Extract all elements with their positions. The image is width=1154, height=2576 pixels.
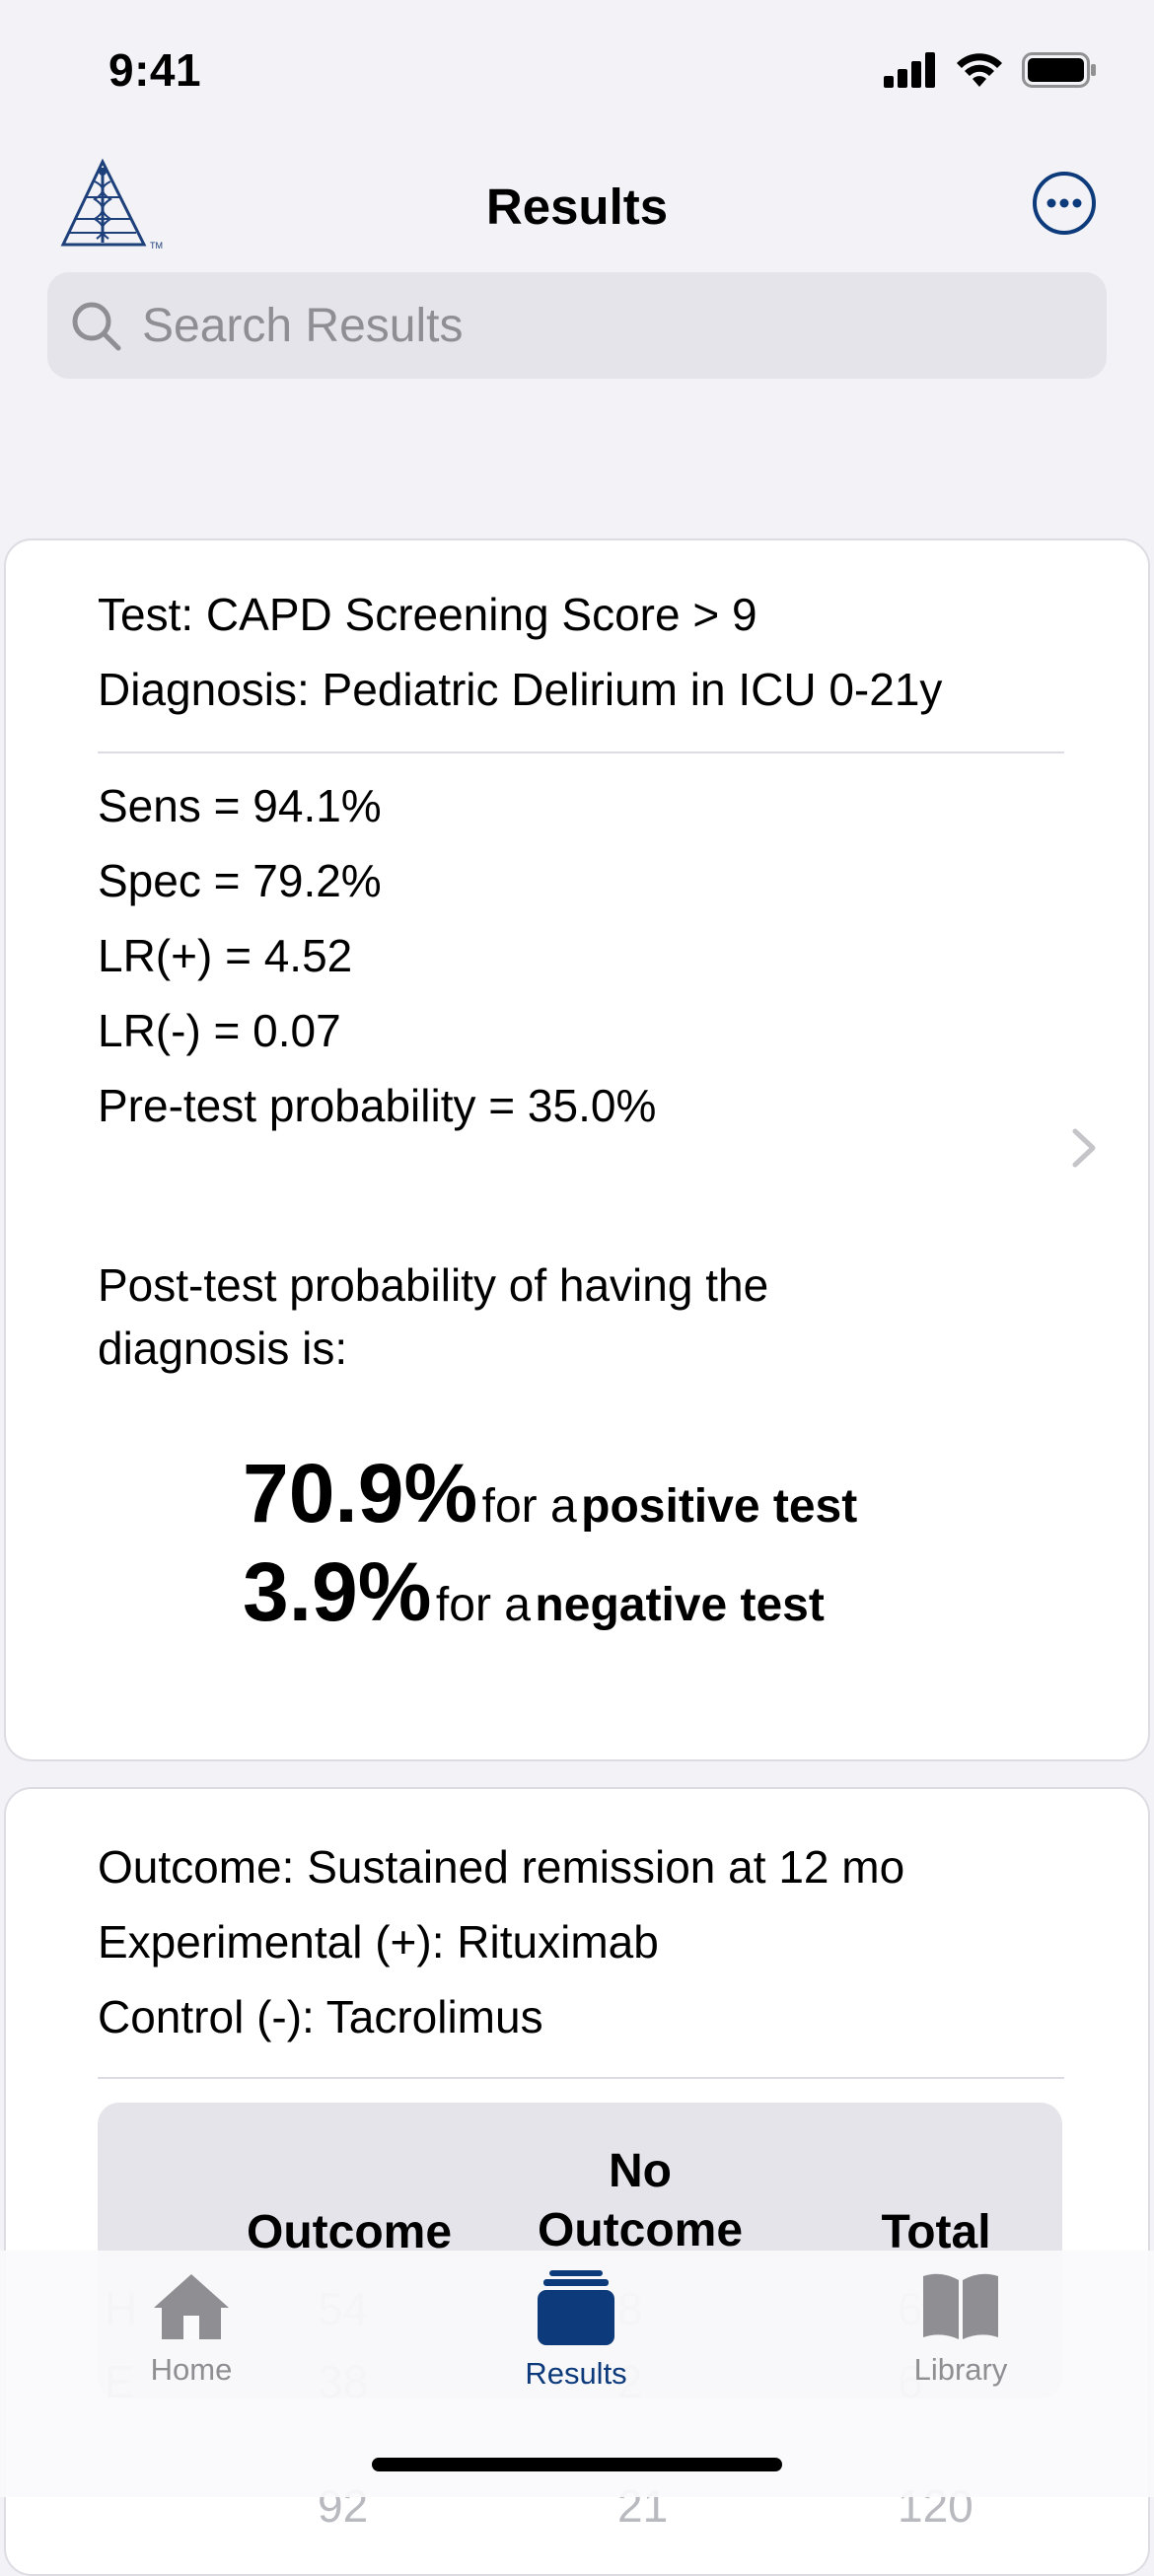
- chevron-right-icon: [1072, 1128, 1096, 1168]
- experimental-arm: Experimental (+): Rituximab: [98, 1916, 659, 1968]
- lr-negative-value: LR(-) = 0.07: [98, 1005, 341, 1056]
- negative-test-label: negative test: [535, 1579, 825, 1631]
- positive-result-line: 70.9% for a positive test: [243, 1446, 857, 1541]
- search-input[interactable]: [142, 272, 1069, 379]
- divider: [98, 751, 1064, 753]
- svg-text:TM: TM: [150, 241, 163, 250]
- divider: [98, 2077, 1064, 2079]
- column-header-total: Total: [881, 2206, 991, 2258]
- wifi-icon: [957, 53, 1002, 87]
- search-icon: [72, 302, 121, 351]
- more-options-button[interactable]: [1032, 171, 1097, 236]
- positive-posttest-value: 70.9%: [243, 1447, 478, 1539]
- negative-posttest-value: 3.9%: [243, 1545, 432, 1638]
- tab-home-label: Home: [150, 2352, 233, 2387]
- outcome-name: Outcome: Sustained remission at 12 mo: [98, 1841, 905, 1893]
- column-header-no-outcome: Outcome: [537, 2204, 744, 2256]
- status-time: 9:41: [108, 44, 202, 96]
- cellular-signal-icon: [884, 52, 935, 88]
- status-icons: [884, 51, 1097, 89]
- tab-library-label: Library: [913, 2352, 1008, 2387]
- status-bar: 9:41: [0, 0, 1154, 138]
- tab-bar: Home Results Library: [0, 2251, 1154, 2497]
- negative-for-text: for a: [435, 1579, 531, 1631]
- tab-library[interactable]: Library: [837, 2270, 1084, 2388]
- stacked-cards-icon: [538, 2270, 614, 2345]
- ellipsis-circle-icon: [1033, 172, 1096, 235]
- positive-for-text: for a: [481, 1480, 577, 1533]
- house-icon: [154, 2274, 229, 2339]
- pretest-probability: Pre-test probability = 35.0%: [98, 1080, 657, 1131]
- search-bar[interactable]: [47, 272, 1107, 379]
- specificity-value: Spec = 79.2%: [98, 855, 382, 906]
- column-header-outcome: Outcome: [246, 2206, 453, 2258]
- app-logo: TM: [59, 158, 166, 257]
- negative-result-line: 3.9% for a negative test: [243, 1544, 825, 1640]
- posttest-intro-line2: diagnosis is:: [98, 1323, 348, 1374]
- column-header-no: No: [609, 2145, 672, 2197]
- test-name: Test: CAPD Screening Score > 9: [98, 589, 757, 640]
- control-arm: Control (-): Tacrolimus: [98, 1991, 543, 2042]
- battery-icon: [1022, 52, 1096, 88]
- pyramid-caduceus-icon: TM: [60, 158, 163, 250]
- positive-test-label: positive test: [581, 1480, 858, 1533]
- home-indicator: [372, 2458, 782, 2471]
- tab-results-label: Results: [525, 2356, 627, 2391]
- navigation-bar: TM Results: [0, 138, 1154, 272]
- posttest-intro-line1: Post-test probability of having the: [98, 1259, 769, 1311]
- diagnosis-name: Diagnosis: Pediatric Delirium in ICU 0-2…: [98, 664, 943, 715]
- sensitivity-value: Sens = 94.1%: [98, 780, 382, 831]
- page-title: Results: [485, 179, 669, 235]
- tab-home[interactable]: Home: [68, 2270, 315, 2388]
- lr-positive-value: LR(+) = 4.52: [98, 930, 353, 981]
- book-icon: [923, 2273, 998, 2339]
- test-result-card[interactable]: Test: CAPD Screening Score > 9 Diagnosis…: [4, 538, 1150, 1761]
- tab-results[interactable]: Results: [453, 2270, 699, 2392]
